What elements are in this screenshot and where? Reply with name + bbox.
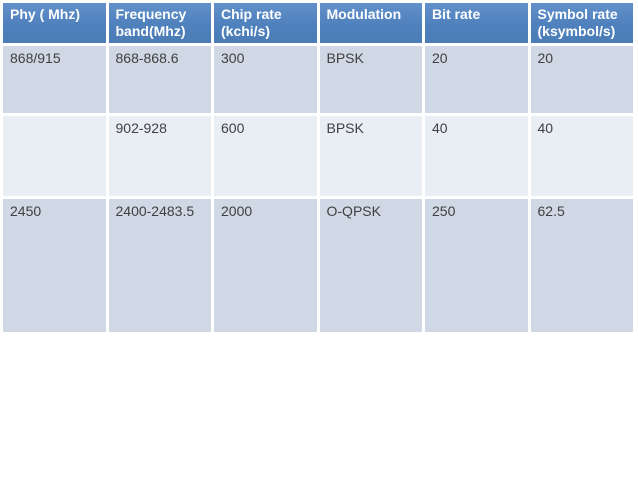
cell-r2-c1 — [3, 116, 106, 196]
cell-r2-c5: 40 — [425, 116, 528, 196]
column-header-6: Symbol rate (ksymbol/s) — [530, 3, 633, 43]
cell-r1-c2: 868-868.6 — [108, 46, 211, 113]
cell-r2-c4: BPSK — [319, 116, 422, 196]
column-header-1: Phy ( Mhz) — [3, 3, 106, 43]
cell-r3-c5: 250 — [425, 199, 528, 332]
cell-r3-c3: 2000 — [214, 199, 317, 332]
cell-r3-c1: 2450 — [3, 199, 106, 332]
table-row: 2450 2400-2483.5 2000 O-QPSK 250 62.5 — [3, 199, 633, 332]
column-header-3: Chip rate (kchi/s) — [214, 3, 317, 43]
column-header-5: Bit rate — [425, 3, 528, 43]
cell-r3-c4: O-QPSK — [319, 199, 422, 332]
cell-r2-c6: 40 — [530, 116, 633, 196]
phy-parameters-table: Phy ( Mhz) Frequency band(Mhz) Chip rate (… — [3, 3, 633, 332]
table-row: 868/915 868-868.6 300 BPSK 20 20 — [3, 46, 633, 113]
cell-r3-c6: 62.5 — [530, 199, 633, 332]
table-body: 868/915 868-868.6 300 BPSK 20 20 902-928 600 BPS… — [3, 46, 633, 332]
cell-r1-c3: 300 — [214, 46, 317, 113]
column-header-2: Frequency band(Mhz) — [108, 3, 211, 43]
cell-r1-c4: BPSK — [319, 46, 422, 113]
table-header: Phy ( Mhz) Frequency band(Mhz) Chip rate (… — [3, 3, 633, 43]
cell-r1-c6: 20 — [530, 46, 633, 113]
cell-r2-c2: 902-928 — [108, 116, 211, 196]
table-row: 902-928 600 BPSK 40 40 — [3, 116, 633, 196]
header-row: Phy ( Mhz) Frequency band(Mhz) Chip rate (… — [3, 3, 633, 43]
cell-r1-c5: 20 — [425, 46, 528, 113]
cell-r3-c2: 2400-2483.5 — [108, 199, 211, 332]
column-header-4: Modulation — [319, 3, 422, 43]
cell-r2-c3: 600 — [214, 116, 317, 196]
cell-r1-c1: 868/915 — [3, 46, 106, 113]
